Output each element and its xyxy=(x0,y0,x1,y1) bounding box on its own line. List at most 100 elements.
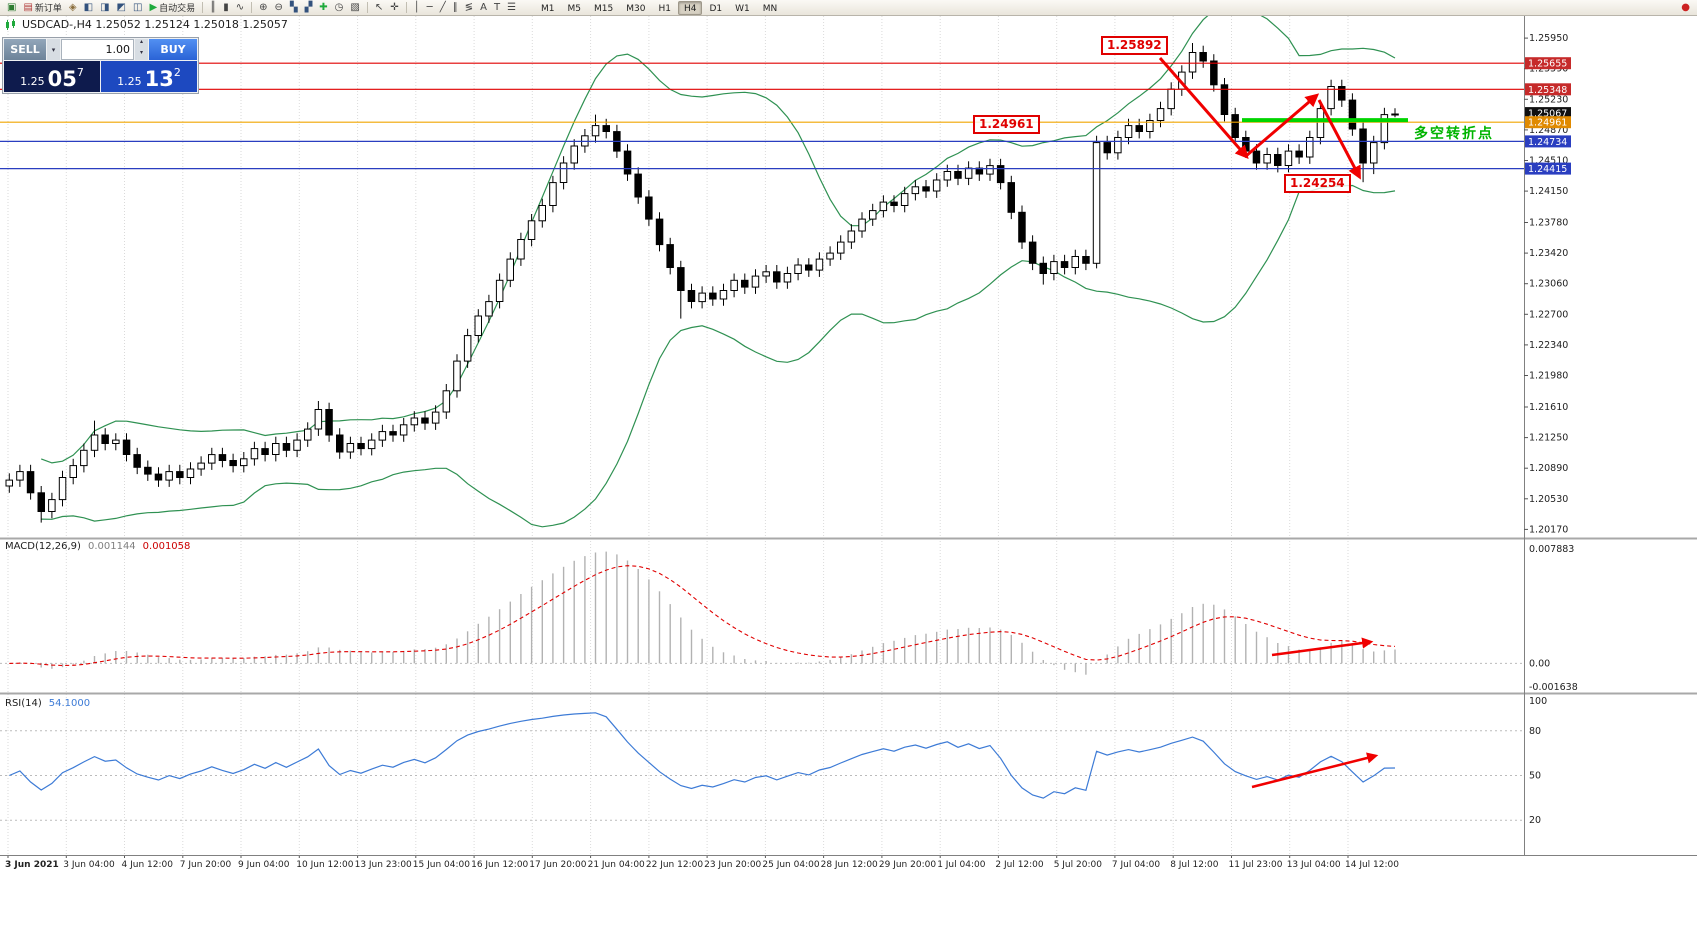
new-chart-button[interactable]: ▣ xyxy=(4,1,19,15)
svg-text:1.21610: 1.21610 xyxy=(1529,402,1568,413)
timeframe-mn[interactable]: MN xyxy=(762,3,778,14)
arrows-button[interactable]: ☰ xyxy=(504,1,519,15)
svg-text:3 Jun 2021: 3 Jun 2021 xyxy=(5,860,59,870)
metaeditor-button[interactable]: ◈ xyxy=(66,1,80,15)
candlestick-chart-button[interactable]: ▮ xyxy=(220,1,232,15)
buy-price-pip: 2 xyxy=(173,66,181,79)
chart-title-text: USDCAD-,H4 1.25052 1.25124 1.25018 1.250… xyxy=(22,18,288,31)
trendline-icon: ╱ xyxy=(439,1,446,13)
svg-text:1.21980: 1.21980 xyxy=(1529,371,1568,382)
new-order-icon: ▤ xyxy=(23,1,33,13)
svg-text:1.24415: 1.24415 xyxy=(1528,164,1567,175)
horizontal-line-button[interactable]: ─ xyxy=(424,1,436,15)
svg-text:13 Jun 23:00: 13 Jun 23:00 xyxy=(355,860,412,870)
navigator-button[interactable]: ◩ xyxy=(114,1,129,15)
svg-text:28 Jun 12:00: 28 Jun 12:00 xyxy=(821,860,878,870)
volume-down-icon[interactable]: ▾ xyxy=(139,48,143,56)
autotrading-play-icon: ▶ xyxy=(149,1,158,13)
crosshair-button[interactable]: ✛ xyxy=(387,1,401,15)
timeframe-d1[interactable]: D1 xyxy=(709,3,723,14)
timeframe-m30[interactable]: M30 xyxy=(626,3,646,14)
timeframe-m15[interactable]: M15 xyxy=(594,3,614,14)
chart-ohlc-title: USDCAD-,H4 1.25052 1.25124 1.25018 1.250… xyxy=(5,18,288,31)
line-chart-button[interactable]: ∿ xyxy=(233,1,247,15)
autotrading-button[interactable]: ▶ 自动交易 xyxy=(146,1,198,15)
arrows-menu-icon: ☰ xyxy=(507,1,517,13)
fibonacci-button[interactable]: ≶ xyxy=(462,1,476,15)
timeframe-h4[interactable]: H4 xyxy=(677,0,703,15)
chart-canvas[interactable]: 3 Jun 2021 3 Jun 04:00 4 Jun 12:00 7 Jun 20… xyxy=(0,16,1697,934)
cursor-button[interactable]: ↖ xyxy=(372,1,386,15)
sell-options-caret-icon[interactable]: ▾ xyxy=(47,39,60,60)
channel-button[interactable]: ∥ xyxy=(450,1,461,15)
svg-text:1.23780: 1.23780 xyxy=(1529,218,1568,229)
community-button[interactable]: ● xyxy=(1678,1,1693,15)
svg-text:3 Jun 04:00: 3 Jun 04:00 xyxy=(63,860,115,870)
data-window-button[interactable]: ◨ xyxy=(97,1,112,15)
svg-text:1.25067: 1.25067 xyxy=(1528,109,1567,120)
svg-text:1.24510: 1.24510 xyxy=(1529,156,1568,167)
svg-text:80: 80 xyxy=(1529,726,1541,737)
new-order-button[interactable]: ▤ 新订单 xyxy=(20,1,64,15)
toolbar-separator xyxy=(251,2,253,13)
turning-point-label[interactable]: 多空转折点 xyxy=(1414,126,1494,142)
zoom-in-button[interactable]: ⊕ xyxy=(256,1,270,15)
zoom-out-button[interactable]: ⊖ xyxy=(271,1,285,15)
horizontal-line-icon: ─ xyxy=(426,1,433,13)
toolbar-button-group: ▣ ▤ 新订单 ◈ ◧ ◨ ◩ ◫ ▶ 自动交易 ║ ▮ ∿ ⊕ ⊖ ▚ ▞ ✚ ◷ ▧ ↖ ✛ │ ─ ╱ ∥ ≶ A T ☰ xyxy=(4,1,519,15)
compass-icon: ◈ xyxy=(68,1,77,13)
price-annotation-mid[interactable]: 1.24961 xyxy=(973,115,1040,134)
zoom-out-icon: ⊖ xyxy=(274,1,283,13)
bar-chart-icon: ║ xyxy=(210,1,217,13)
fibonacci-icon: ≶ xyxy=(464,1,474,13)
buy-button[interactable]: BUY xyxy=(149,39,197,60)
svg-text:15 Jun 04:00: 15 Jun 04:00 xyxy=(413,860,470,870)
vertical-line-button[interactable]: │ xyxy=(411,1,423,15)
timeframe-m5[interactable]: M5 xyxy=(567,3,582,14)
svg-text:7 Jun 20:00: 7 Jun 20:00 xyxy=(180,860,232,870)
periods-button[interactable]: ◷ xyxy=(332,1,347,15)
buy-price-big: 13 xyxy=(144,67,174,91)
cascade-windows-button[interactable]: ▞ xyxy=(302,1,316,15)
toolbar-separator xyxy=(366,2,368,13)
templates-button[interactable]: ▧ xyxy=(347,1,362,15)
sell-price-pip: 7 xyxy=(76,66,84,79)
svg-text:1.25348: 1.25348 xyxy=(1528,85,1567,96)
bar-chart-button[interactable]: ║ xyxy=(207,1,219,15)
price-annotation-high[interactable]: 1.25892 xyxy=(1101,36,1168,55)
tile-windows-button[interactable]: ▚ xyxy=(287,1,301,15)
svg-text:11 Jul 23:00: 11 Jul 23:00 xyxy=(1229,860,1283,870)
svg-text:1.24961: 1.24961 xyxy=(1528,118,1567,129)
svg-text:13 Jul 04:00: 13 Jul 04:00 xyxy=(1287,860,1341,870)
volume-input[interactable]: 1.00 xyxy=(61,39,134,60)
svg-text:1.25230: 1.25230 xyxy=(1529,94,1568,105)
timeframe-w1[interactable]: W1 xyxy=(735,3,750,14)
data-window-icon: ◨ xyxy=(100,1,110,13)
sell-price-display[interactable]: 1.25 05 7 xyxy=(4,61,100,92)
svg-text:22 Jun 12:00: 22 Jun 12:00 xyxy=(646,860,703,870)
volume-up-icon[interactable]: ▴ xyxy=(139,38,143,45)
text-button[interactable]: A xyxy=(477,1,490,15)
volume-stepper[interactable]: ▴ ▾ xyxy=(135,39,148,60)
label-icon: T xyxy=(493,1,501,13)
macd-label: MACD(12,26,9) 0.001144 0.001058 xyxy=(5,541,190,552)
label-button[interactable]: T xyxy=(491,1,503,15)
svg-text:1.24734: 1.24734 xyxy=(1528,137,1567,148)
trendline-button[interactable]: ╱ xyxy=(437,1,449,15)
svg-text:10 Jun 12:00: 10 Jun 12:00 xyxy=(296,860,353,870)
terminal-icon: ◫ xyxy=(132,1,143,13)
channel-icon: ∥ xyxy=(452,1,458,13)
svg-text:1.23060: 1.23060 xyxy=(1529,279,1568,290)
buy-price-display[interactable]: 1.25 13 2 xyxy=(101,61,197,92)
chart-icon xyxy=(6,19,15,30)
sell-button[interactable]: SELL xyxy=(4,39,46,60)
indicators-button[interactable]: ✚ xyxy=(316,1,330,15)
timeframe-h1[interactable]: H1 xyxy=(658,3,671,14)
vertical-line-icon: │ xyxy=(413,1,420,13)
timeframe-m1[interactable]: M1 xyxy=(541,3,555,14)
terminal-button[interactable]: ◫ xyxy=(130,1,145,15)
text-icon: A xyxy=(480,1,487,13)
market-watch-button[interactable]: ◧ xyxy=(81,1,96,15)
rsi-value: 54.1000 xyxy=(48,698,91,709)
price-annotation-low[interactable]: 1.24254 xyxy=(1284,174,1351,193)
